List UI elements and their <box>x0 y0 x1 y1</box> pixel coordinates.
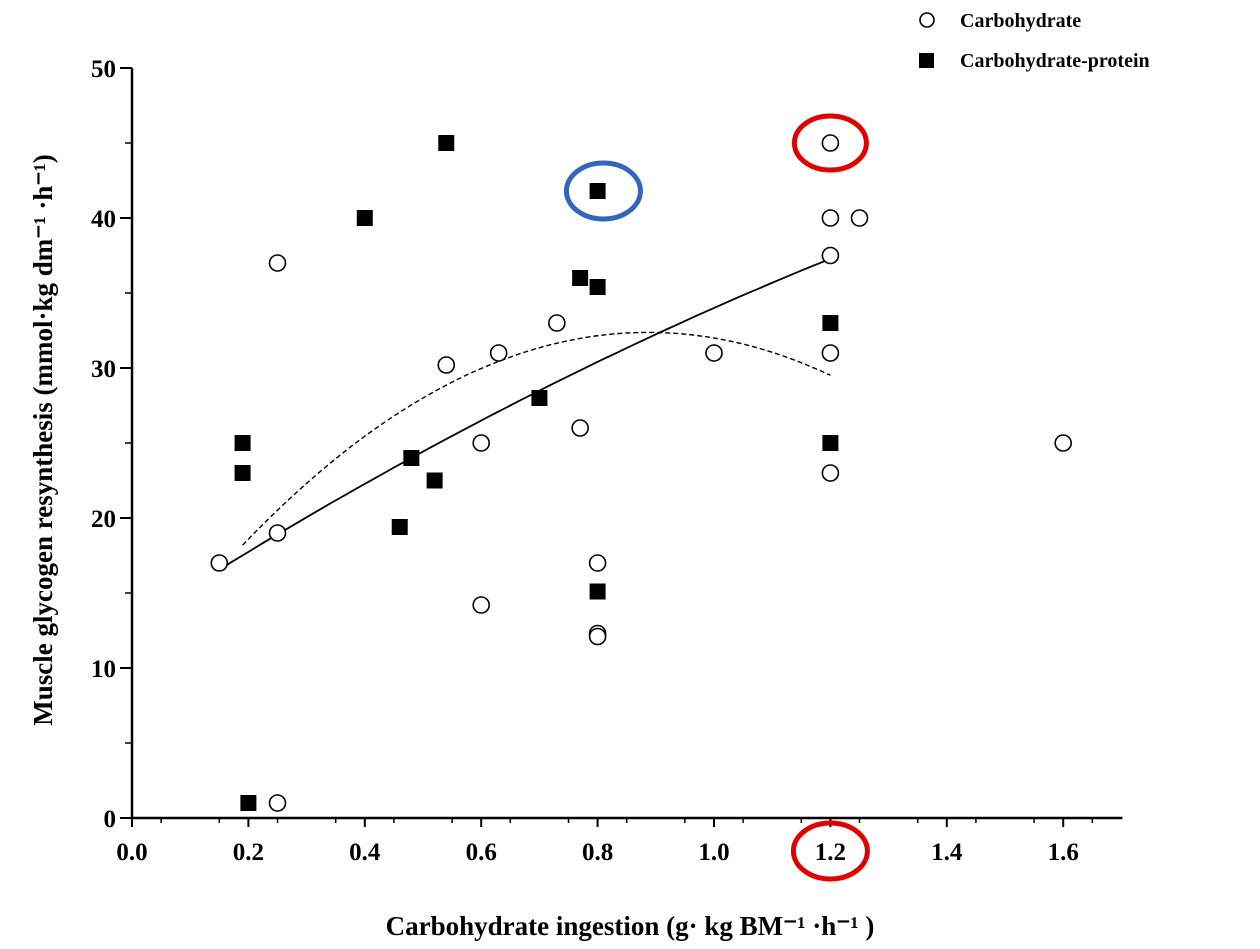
y-tick-label: 20 <box>91 506 116 533</box>
blue-highlight-ellipse <box>563 160 643 222</box>
x-tick-label: 0.4 <box>349 839 381 866</box>
legend-marker-carbohydrate <box>919 12 935 28</box>
dashed-trend-line <box>242 331 831 546</box>
y-tick-label: 40 <box>91 206 116 233</box>
y-axis-title: Muscle glycogen resynthesis (mmol·kg dm⁻… <box>28 154 58 725</box>
carbohydrate-protein-point <box>589 183 606 199</box>
carbohydrate-protein-point <box>234 435 251 451</box>
carbohydrate-protein-point <box>391 519 408 535</box>
carbohydrate-point <box>548 314 566 332</box>
legend-marker-carbohydrate-protein <box>919 53 934 68</box>
carbohydrate-point <box>821 464 840 482</box>
carbohydrate-point <box>472 596 491 614</box>
carbohydrate-protein-point <box>403 450 420 466</box>
x-tick-label: 1.6 <box>1048 839 1079 866</box>
x-tick-label: 0.6 <box>466 839 497 866</box>
axes <box>130 68 1123 820</box>
carbohydrate-protein-point <box>438 135 455 151</box>
carbohydrate-protein-point <box>822 435 839 451</box>
carbohydrate-point <box>268 254 287 272</box>
legend-item-carbohydrate-protein: Carbohydrate-protein <box>919 50 1150 72</box>
carbohydrate-point <box>821 344 840 362</box>
carbohydrate-point <box>821 246 840 265</box>
red-highlight-ellipse <box>790 820 870 882</box>
legend-item-carbohydrate: Carbohydrate <box>919 10 1081 32</box>
legend-label-carbohydrate: Carbohydrate <box>960 10 1081 32</box>
y-tick-label: 50 <box>91 56 116 83</box>
y-tick-label: 30 <box>91 356 116 383</box>
x-tick-label: 0.8 <box>582 839 613 866</box>
carbohydrate-protein-point <box>426 472 443 489</box>
x-tick-label: 0.2 <box>233 839 264 866</box>
x-tick-label: 1.0 <box>698 839 729 866</box>
carbohydrate-point <box>571 419 589 437</box>
carbohydrate-point <box>821 134 840 152</box>
carbohydrate-protein-point <box>589 279 606 295</box>
y-tick-label: 10 <box>91 656 116 683</box>
x-tick-label: 1.4 <box>931 839 963 866</box>
x-tick-label: 1.2 <box>815 839 846 866</box>
tick-group: 0.0 0.2 0.4 0.6 0.8 1.0 1.2 1.4 1.6 0 10 20 30 40 50 <box>91 56 1094 866</box>
carbohydrate-point <box>588 554 607 572</box>
y-tick-label: 0 <box>104 806 117 833</box>
carbohydrate-point <box>268 524 287 542</box>
carbohydrate-point <box>1054 434 1072 452</box>
legend-label-carbohydrate-protein: Carbohydrate-protein <box>960 50 1150 72</box>
carbohydrate-protein-point <box>356 210 373 226</box>
legend: Carbohydrate Carbohydrate-protein <box>919 10 1150 72</box>
carbohydrate-point <box>472 434 491 452</box>
carbohydrate-point <box>489 344 508 362</box>
carbohydrate-point <box>268 794 287 812</box>
carbohydrate-protein-point <box>531 390 548 406</box>
carbohydrate-protein-point <box>589 583 606 600</box>
carbohydrate-point <box>210 554 229 572</box>
x-tick-label: 0.0 <box>116 839 147 866</box>
x-axis-title: Carbohydrate ingestion (g· kg BM⁻¹ ·h⁻¹ … <box>386 911 875 941</box>
highlight-annotations <box>563 113 870 882</box>
carbohydrate-protein-point <box>240 795 257 811</box>
carbohydrate-point <box>821 209 840 227</box>
carbohydrate-protein-point <box>572 270 589 286</box>
carbohydrate-point <box>437 356 456 374</box>
carbohydrate-point <box>588 627 607 646</box>
carbohydrate-protein-point <box>822 315 839 331</box>
red-highlight-ellipse <box>791 113 869 173</box>
data-points <box>210 134 1072 812</box>
carbohydrate-point <box>850 209 869 227</box>
carbohydrate-point <box>705 344 723 362</box>
solid-trend-line <box>218 257 831 571</box>
trend-lines <box>218 257 831 571</box>
carbohydrate-protein-point <box>234 465 251 481</box>
